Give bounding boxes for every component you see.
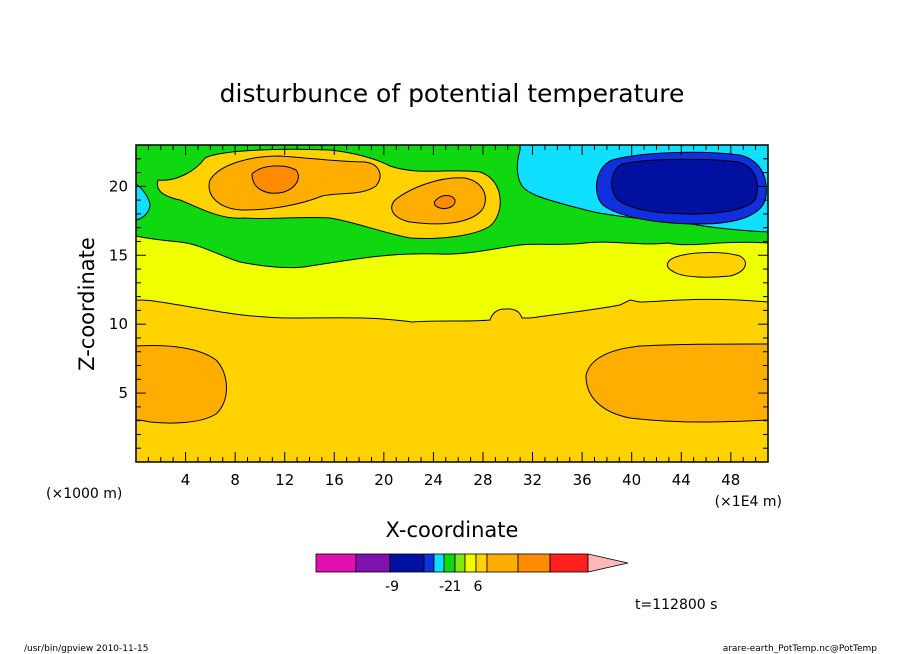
- plot-area: [135, 144, 769, 463]
- colorbar: -9 -2 1 6: [315, 553, 629, 595]
- region-deep-orange-core: [251, 165, 299, 194]
- x-axis-ticks: 4 8 12 16 20 24 28 32 36 40 44 48: [147, 145, 757, 489]
- region-deep-orange-mid: [433, 195, 456, 209]
- y-tick-label: 10: [109, 315, 128, 333]
- colorbar-label: -9: [385, 579, 399, 595]
- x-tick-label: 48: [721, 471, 740, 489]
- x-unit-left: (×1000 m): [46, 486, 122, 502]
- chart-title: disturbunce of potential temperature: [220, 79, 685, 108]
- x-tick-label: 28: [473, 471, 492, 489]
- y-tick-label: 5: [118, 384, 128, 402]
- colorbar-label: 1: [453, 579, 462, 595]
- region-small-warm-right: [666, 252, 746, 278]
- x-tick-label: 36: [573, 471, 592, 489]
- colorbar-segment: [517, 553, 551, 573]
- colorbar-segment: [454, 553, 466, 573]
- time-label: t=112800 s: [635, 597, 717, 613]
- x-tick-label: 8: [230, 471, 240, 489]
- x-unit-right: (×1E4 m): [715, 494, 782, 510]
- colorbar-segment: [475, 553, 488, 573]
- colorbar-label: 6: [474, 579, 483, 595]
- y-axis-ticks: 5 10 15 20: [109, 158, 768, 449]
- colorbar-arrow: [587, 553, 629, 573]
- footer-left: /usr/bin/gpview 2010-11-15: [24, 644, 148, 654]
- x-tick-label: 20: [374, 471, 393, 489]
- colorbar-label: -2: [439, 579, 453, 595]
- region-dark-blue-core: [611, 158, 758, 215]
- region-lower-right-warm: [585, 343, 769, 423]
- footer-right: arare-earth_PotTemp.nc@PotTemp: [723, 644, 878, 654]
- x-tick-label: 44: [672, 471, 691, 489]
- x-tick-label: 12: [275, 471, 294, 489]
- colorbar-segment: [549, 553, 589, 573]
- colorbar-segment: [486, 553, 519, 573]
- colorbar-segment: [315, 553, 357, 573]
- y-tick-label: 20: [109, 177, 128, 195]
- region-lower-left-warm: [135, 345, 227, 424]
- x-tick-label: 40: [622, 471, 641, 489]
- y-axis-label: Z-coordinate: [75, 237, 99, 371]
- x-axis-label: X-coordinate: [386, 518, 519, 542]
- colorbar-segment: [355, 553, 391, 573]
- y-tick-label: 15: [109, 246, 128, 264]
- colorbar-segment: [443, 553, 456, 573]
- colorbar-segment: [423, 553, 435, 573]
- x-tick-label: 16: [325, 471, 344, 489]
- colorbar-segment: [433, 553, 445, 573]
- region-cyan-left: [135, 183, 151, 221]
- x-tick-label: 24: [424, 471, 443, 489]
- x-tick-label: 4: [181, 471, 191, 489]
- plot-frame: [135, 144, 769, 463]
- colorbar-segment: [389, 553, 425, 573]
- x-tick-label: 32: [523, 471, 542, 489]
- colorbar-segment: [464, 553, 477, 573]
